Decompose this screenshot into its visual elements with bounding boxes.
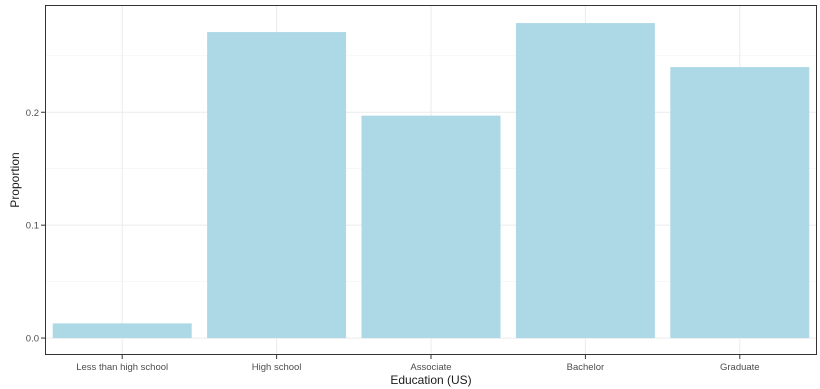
x-axis-title: Education (US) <box>390 373 471 387</box>
y-axis: 0.0 0.1 0.2 <box>26 108 45 345</box>
bars <box>52 23 810 339</box>
x-tick-label: High school <box>252 362 302 373</box>
bar <box>361 115 501 339</box>
x-tick-label: Associate <box>410 362 451 373</box>
x-tick-label: Graduate <box>720 362 760 373</box>
y-tick-label: 0.0 <box>26 334 39 345</box>
x-axis: Less than high school High school Associat… <box>76 355 760 373</box>
bar <box>52 323 192 339</box>
panel-border <box>45 5 817 355</box>
bar <box>207 32 347 339</box>
y-tick-label: 0.1 <box>26 221 39 232</box>
y-tick-label: 0.2 <box>26 108 39 119</box>
bar <box>515 23 655 339</box>
x-tick-label: Bachelor <box>567 362 605 373</box>
y-axis-title: Proportion <box>8 152 22 207</box>
bar <box>670 67 810 339</box>
x-tick-label: Less than high school <box>76 362 168 373</box>
